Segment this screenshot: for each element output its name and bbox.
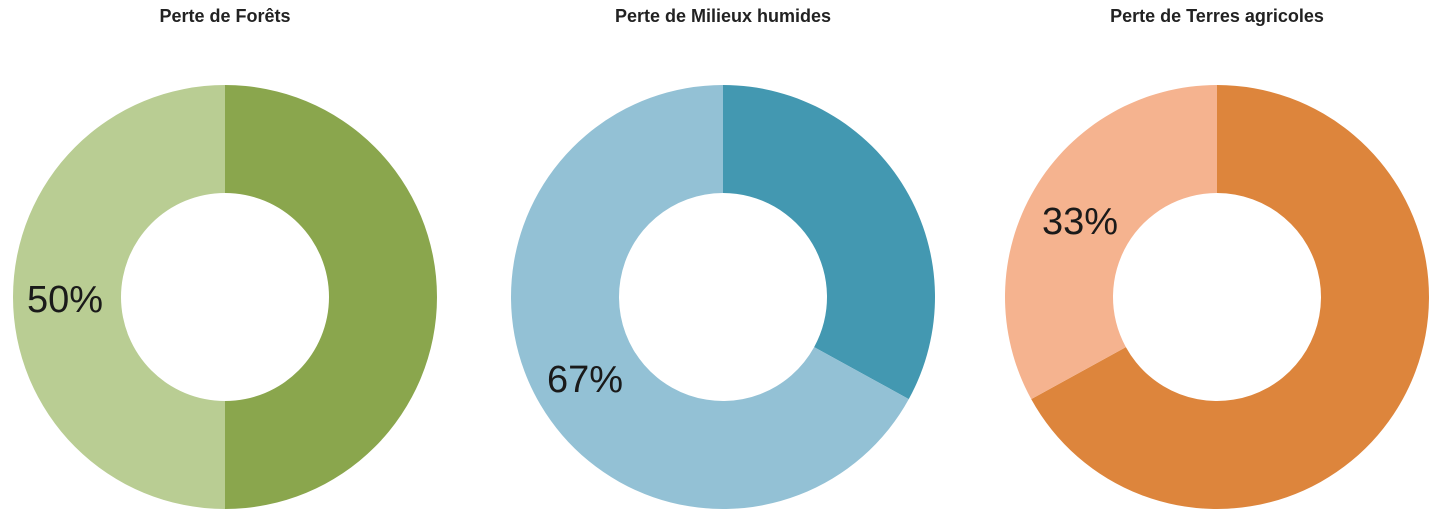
donut-slice-forets-0 [225, 85, 437, 509]
donut-svg-milieux-humides: 67% [511, 84, 935, 510]
donut-slice-milieux-humides-1 [511, 84, 909, 510]
donut-slice-terres-agricoles-1 [1005, 84, 1217, 400]
data-label-forets: 50% [27, 279, 103, 321]
donut-svg-forets: 50% [13, 85, 437, 509]
chart-title-forets: Perte de Forêts [159, 6, 291, 26]
donut-svg-terres-agricoles: 33% [1005, 84, 1429, 509]
chart-title-milieux-humides: Perte de Milieux humides [614, 6, 832, 26]
donut-slice-terres-agricoles-0 [1031, 85, 1429, 509]
donut-chart-terres-agricoles: Perte de Terres agricoles 33% [992, 0, 1432, 513]
donut-slice-forets-1 [13, 85, 225, 509]
chart-title-terres-agricoles: Perte de Terres agricoles [1110, 6, 1324, 26]
donut-chart-milieux-humides: Perte de Milieux humides 67% [498, 0, 948, 513]
donut-chart-forets: Perte de Forêts 50% [0, 0, 450, 513]
data-label-milieux-humides: 67% [547, 359, 623, 401]
donut-slice-milieux-humides-0 [723, 85, 935, 400]
data-label-terres-agricoles: 33% [1042, 201, 1118, 243]
